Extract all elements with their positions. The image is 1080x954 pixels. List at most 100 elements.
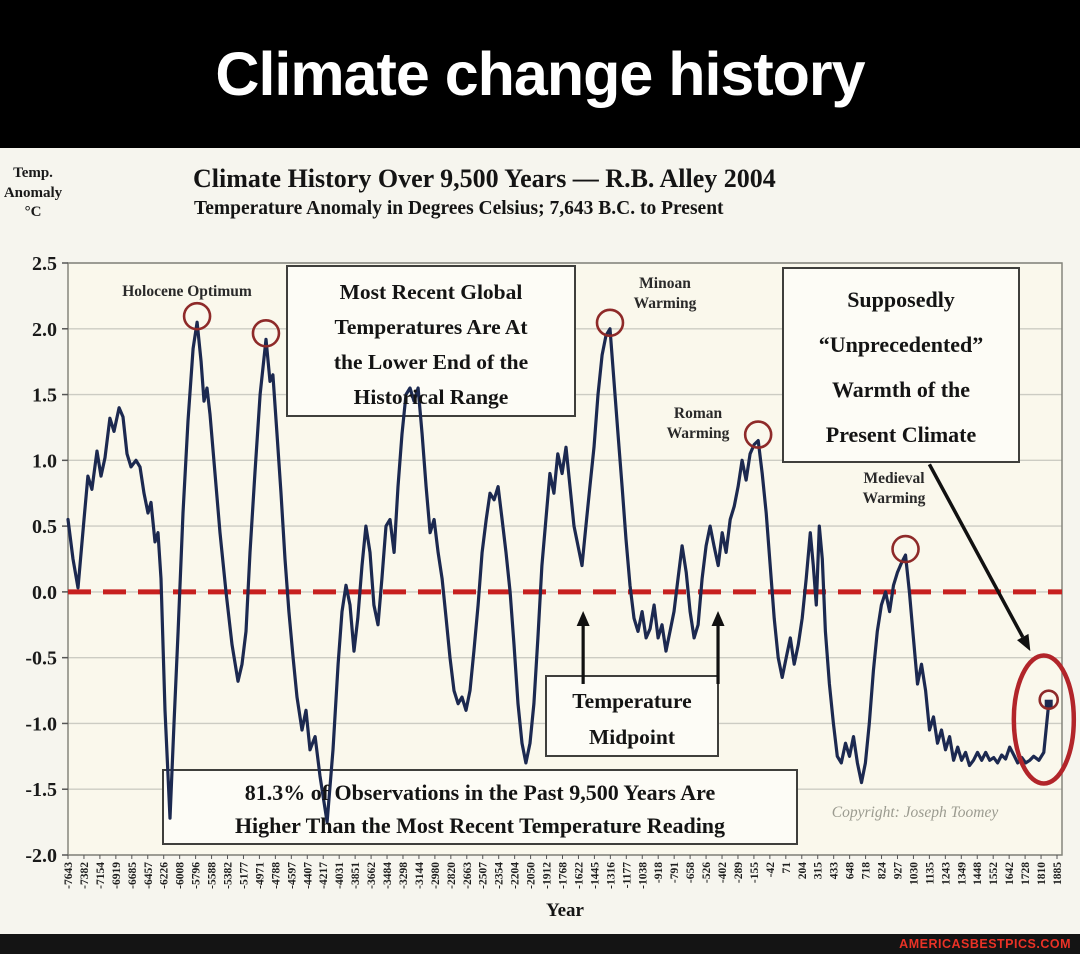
watermark: AMERICASBESTPICS.COM (899, 937, 1071, 951)
most-recent-box-text: Most Recent Global (340, 280, 523, 304)
svg-text:Historical Range: Historical Range (354, 385, 509, 409)
x-tick-label: 927 (892, 862, 904, 880)
x-tick-label: 1243 (940, 862, 952, 885)
x-tick-label: 315 (813, 862, 825, 880)
stats-box-text: 81.3% of Observations in the Past 9,500 … (245, 780, 716, 805)
x-tick-label: -3298 (398, 862, 410, 889)
chart-title: Climate History Over 9,500 Years — R.B. … (193, 164, 776, 193)
page-title: Climate change history (215, 40, 865, 108)
x-tick-label: 1349 (956, 862, 968, 885)
callout-arrowhead (1017, 633, 1031, 652)
x-tick-label: -658 (685, 862, 697, 883)
footer-bar: AMERICASBESTPICS.COM (0, 934, 1080, 954)
x-tick-label: -5382 (223, 862, 235, 889)
x-tick-label: 433 (829, 862, 841, 880)
y-tick-label: 2.5 (32, 253, 57, 275)
svg-text:Higher Than the Most Recent Te: Higher Than the Most Recent Temperature … (235, 813, 725, 838)
x-tick-label: -791 (669, 862, 681, 883)
x-tick-label: 648 (845, 862, 857, 880)
present-climate-ellipse (1011, 653, 1077, 786)
y-tick-label: -1.0 (25, 713, 57, 735)
x-axis-title: Year (546, 900, 584, 921)
x-tick-label: -6457 (143, 862, 155, 889)
x-axis-ticks: -7643 -7382 -7154 -6919 -6685 -6457 -6226 -6008… (63, 855, 1064, 889)
x-tick-label: -4407 (302, 862, 314, 889)
x-tick-label: 824 (877, 862, 889, 880)
midpoint-arrowhead (711, 610, 725, 626)
x-tick-label: -5177 (238, 862, 250, 889)
y-tick-label: 1.0 (32, 450, 57, 472)
minoan-warming-label: Minoan (639, 275, 691, 292)
x-tick-label: 1030 (908, 862, 920, 885)
x-tick-label: -2507 (478, 862, 490, 889)
x-tick-label: -4971 (254, 862, 266, 889)
y-axis-unit-label: Temp. Anomaly °C (3, 165, 63, 220)
supposedly-box-text: Supposedly (847, 287, 955, 312)
x-tick-label: -7382 (79, 862, 91, 889)
x-tick-label: -6226 (159, 862, 171, 889)
x-tick-label: 204 (797, 862, 809, 880)
holocene-optimum-label: Holocene Optimum (122, 283, 252, 300)
header-bar: Climate change history (0, 0, 1080, 148)
x-tick-label: -6008 (175, 862, 187, 889)
peak-circle (182, 301, 212, 331)
x-tick-label: -289 (733, 862, 745, 883)
supposedly-box (782, 267, 1020, 463)
x-tick-label: -1912 (542, 862, 554, 889)
x-tick-label: -6685 (127, 862, 139, 889)
x-tick-label: -7154 (95, 862, 107, 889)
temperature-midpoint-text: Temperature (572, 689, 691, 713)
peak-circle (1038, 689, 1060, 711)
x-tick-label: -1038 (637, 862, 649, 889)
y-tick-label: 0.0 (32, 582, 57, 604)
svg-text:Midpoint: Midpoint (589, 725, 676, 749)
chart-subtitle: Temperature Anomaly in Degrees Celsius; … (194, 198, 724, 219)
x-tick-label: 1810 (1036, 862, 1048, 885)
x-tick-label: -526 (701, 862, 713, 883)
svg-text:Warming: Warming (667, 425, 730, 442)
x-tick-label: -918 (653, 862, 665, 883)
x-tick-label: 1135 (924, 862, 936, 885)
x-tick-label: -3662 (366, 862, 378, 889)
annotation-texts: Holocene Optimum Minoan Warming Roman Wa… (122, 275, 998, 838)
roman-warming-label: Roman (674, 405, 723, 422)
x-tick-label: 1642 (1004, 862, 1016, 885)
x-tick-label: -5796 (191, 862, 203, 889)
y-tick-label: 0.5 (32, 516, 57, 538)
temperature-curve (66, 320, 1053, 824)
x-tick-label: -2354 (494, 862, 506, 889)
peak-circle (595, 308, 625, 338)
x-tick-label: 1728 (1020, 862, 1032, 885)
x-tick-label: -155 (749, 862, 761, 883)
svg-text:the Lower End of the: the Lower End of the (334, 350, 528, 374)
y-axis-ticks: 2.5 2.0 1.5 1.0 0.5 0.0 -0.5 -1.0 -1.5 -2.0 (25, 253, 68, 867)
copyright-text: Copyright: Joseph Toomey (832, 804, 999, 821)
x-tick-label: 1552 (988, 862, 1000, 885)
y-tick-label: -2.0 (25, 845, 57, 867)
x-tick-label: -7643 (63, 862, 75, 889)
svg-text:Warmth of the: Warmth of the (832, 377, 970, 402)
y-tick-label: -0.5 (25, 648, 57, 670)
x-tick-label: 718 (861, 862, 873, 880)
x-tick-label: -5588 (207, 862, 219, 889)
x-tick-label: -1622 (573, 862, 585, 889)
x-tick-label: -1445 (589, 862, 601, 889)
callout-arrow (927, 463, 1025, 638)
x-tick-label: -4788 (270, 862, 282, 889)
x-tick-label: -2663 (462, 862, 474, 889)
svg-text:Present Climate: Present Climate (826, 422, 977, 447)
x-tick-label: -2204 (510, 862, 522, 889)
x-tick-label: -3484 (382, 862, 394, 889)
peak-circle (891, 534, 920, 564)
midpoint-arrowhead (576, 610, 590, 626)
svg-text:Warming: Warming (863, 490, 926, 507)
y-tick-label: -1.5 (25, 779, 57, 801)
svg-text:“Unprecedented”: “Unprecedented” (819, 332, 984, 357)
x-tick-label: -4031 (334, 862, 346, 889)
annotation-boxes (162, 265, 1020, 845)
svg-text:Warming: Warming (634, 295, 697, 312)
x-tick-label: -4597 (286, 862, 298, 889)
x-tick-label: -1316 (605, 862, 617, 889)
